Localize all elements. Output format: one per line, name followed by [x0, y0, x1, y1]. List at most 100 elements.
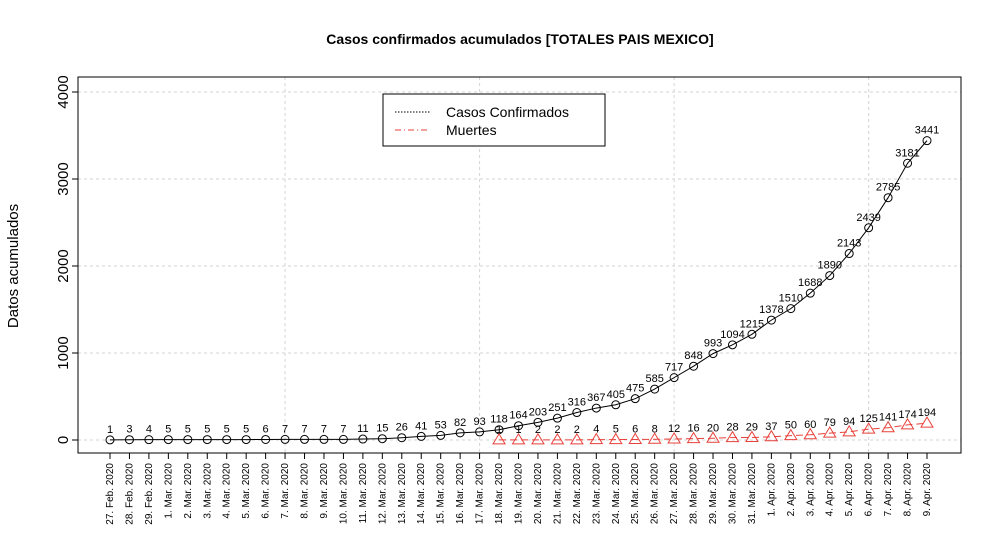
point — [766, 315, 776, 325]
value-label: 2 — [554, 424, 560, 436]
value-label: 141 — [879, 412, 897, 424]
x-tick-label: 28. Feb. 2020 — [124, 463, 135, 525]
point — [511, 432, 526, 445]
value-label: 15 — [376, 423, 388, 435]
value-label: 11 — [357, 423, 368, 435]
value-label: 585 — [645, 373, 663, 385]
point — [608, 432, 623, 445]
x-tick-label: 9. Apr. 2020 — [922, 463, 933, 517]
x-tick-label: 8. Apr. 2020 — [903, 463, 914, 517]
point — [455, 428, 465, 438]
point — [550, 432, 565, 445]
x-tick-label: 4. Apr. 2020 — [825, 463, 836, 517]
value-label: 194 — [918, 407, 936, 419]
value-label: 1 — [107, 424, 113, 436]
point — [300, 434, 310, 444]
value-label: 5 — [204, 424, 210, 436]
value-label: 6 — [632, 423, 638, 435]
point — [202, 435, 212, 445]
point — [900, 417, 915, 430]
point — [377, 434, 387, 444]
value-label: 3181 — [895, 147, 919, 159]
point — [572, 408, 582, 418]
point — [686, 431, 701, 444]
point — [628, 432, 643, 444]
value-label: 848 — [684, 350, 702, 362]
value-label: 5 — [185, 424, 191, 436]
x-tick-label: 14. Mar. 2020 — [416, 463, 427, 525]
value-label: 12 — [668, 423, 680, 435]
point — [883, 193, 893, 203]
point — [667, 431, 682, 444]
value-label: 316 — [568, 397, 586, 409]
value-label: 82 — [454, 417, 466, 429]
x-tick-label: 19. Mar. 2020 — [514, 463, 525, 525]
value-label: 405 — [607, 389, 625, 401]
point — [650, 384, 660, 394]
x-tick-label: 6. Apr. 2020 — [864, 463, 875, 517]
value-label: 1215 — [740, 318, 764, 330]
point — [492, 432, 506, 445]
point — [280, 434, 290, 444]
x-tick-label: 7. Mar. 2020 — [280, 463, 291, 519]
x-tick-label: 4. Mar. 2020 — [222, 463, 233, 519]
point — [531, 432, 545, 445]
value-label: 29 — [746, 421, 758, 433]
value-label: 2143 — [837, 238, 861, 250]
value-label: 2 — [535, 424, 541, 436]
value-label: 7 — [321, 423, 327, 435]
point — [416, 431, 426, 441]
y-tick-label: 3000 — [55, 162, 72, 195]
point — [163, 435, 173, 445]
y-axis-label: Datos acumulados — [5, 204, 22, 328]
legend-label: Casos Confirmados — [446, 104, 569, 120]
value-label: 8 — [652, 423, 658, 435]
x-tick-label: 10. Mar. 2020 — [338, 463, 349, 525]
point — [669, 373, 679, 383]
x-tick-label: 31. Mar. 2020 — [747, 463, 758, 525]
point — [822, 426, 837, 438]
point — [533, 417, 543, 427]
point — [397, 433, 407, 443]
value-label: 5 — [224, 424, 230, 436]
legend-box — [382, 93, 606, 147]
point — [475, 427, 485, 437]
value-label: 41 — [415, 420, 427, 432]
value-label: 1510 — [779, 293, 803, 305]
value-label: 717 — [665, 362, 683, 374]
value-label: 16 — [687, 423, 699, 435]
point — [514, 421, 523, 431]
point — [783, 428, 798, 441]
value-label: 118 — [490, 414, 508, 426]
value-label: 475 — [626, 383, 644, 395]
x-tick-label: 1. Mar. 2020 — [163, 463, 174, 519]
plot-frame — [77, 76, 962, 454]
value-label: 125 — [859, 413, 877, 425]
value-label: 1094 — [720, 329, 744, 341]
x-tick-label: 5. Mar. 2020 — [241, 463, 252, 519]
x-tick-label: 29. Mar. 2020 — [708, 463, 719, 525]
value-label: 367 — [587, 392, 605, 404]
point — [920, 416, 934, 428]
point — [630, 394, 640, 404]
point — [591, 403, 601, 413]
point — [706, 431, 720, 443]
x-tick-label: 17. Mar. 2020 — [475, 463, 486, 525]
x-tick-label: 21. Mar. 2020 — [552, 463, 563, 525]
value-label: 2 — [574, 424, 580, 436]
series-line — [499, 422, 928, 441]
point — [786, 304, 796, 314]
x-tick-label: 6. Mar. 2020 — [261, 463, 272, 519]
x-tick-label: 2. Apr. 2020 — [786, 463, 797, 517]
point — [805, 288, 815, 298]
x-tick-label: 9. Mar. 2020 — [319, 463, 330, 519]
point — [358, 434, 368, 444]
point — [436, 430, 446, 440]
value-label: 993 — [704, 338, 722, 350]
value-label: 2439 — [856, 212, 880, 224]
value-label: 60 — [804, 419, 816, 431]
value-label: 2785 — [876, 182, 900, 194]
x-tick-label: 23. Mar. 2020 — [591, 463, 602, 525]
point — [261, 434, 271, 444]
